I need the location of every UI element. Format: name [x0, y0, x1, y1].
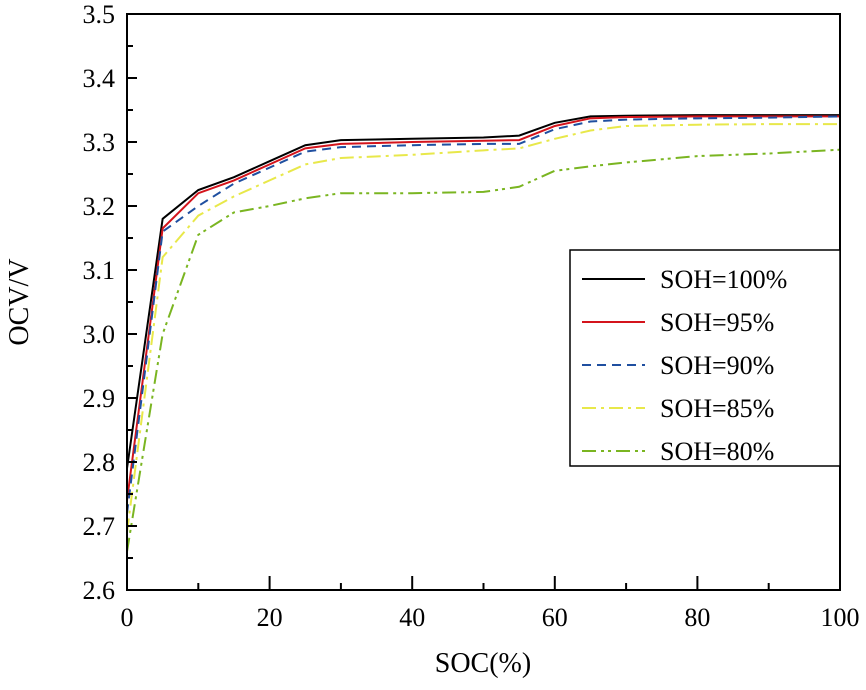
legend-label: SOH=100%: [660, 265, 787, 294]
x-tick-label: 40: [399, 603, 425, 632]
y-tick-label: 2.8: [83, 448, 116, 477]
legend-label: SOH=95%: [660, 308, 774, 337]
y-tick-label: 3.0: [83, 320, 116, 349]
x-tick-label: 80: [684, 603, 710, 632]
legend-box: [569, 249, 841, 467]
y-axis-label: OCV/V: [4, 258, 35, 345]
legend-label: SOH=85%: [660, 394, 774, 423]
series-line-95: [126, 115, 840, 501]
y-tick-label: 3.5: [83, 0, 116, 29]
y-tick-label: 3.1: [83, 256, 116, 285]
x-tick-label: 20: [257, 603, 283, 632]
y-tick-label: 2.9: [83, 384, 116, 413]
series-line-100: [126, 114, 840, 469]
y-tick-label: 2.6: [83, 576, 116, 605]
series-line-80: [126, 148, 841, 552]
series-line-85: [126, 123, 840, 533]
x-tick-label: 60: [542, 603, 568, 632]
y-tick-label: 3.3: [83, 128, 116, 157]
y-tick-label: 3.2: [83, 192, 116, 221]
x-tick-label: 0: [121, 603, 134, 632]
legend-label: SOH=90%: [660, 351, 774, 380]
legend-label: SOH=80%: [660, 437, 774, 466]
series-line-90: [126, 115, 841, 514]
x-tick-label: 100: [821, 603, 860, 632]
y-tick-label: 3.4: [83, 64, 116, 93]
legend: SOH=100% SOH=95% SOH=90% SOH=85% SOH=80%: [569, 249, 841, 467]
x-axis-label: SOC(%): [435, 648, 531, 679]
y-tick-label: 2.7: [83, 512, 116, 541]
